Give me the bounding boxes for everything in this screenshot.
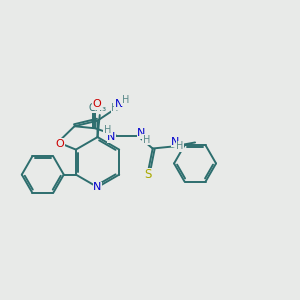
Text: H: H [176,142,184,152]
Text: O: O [93,99,101,109]
Text: H: H [104,125,111,135]
Text: O: O [55,139,64,149]
Text: N: N [115,99,123,109]
Text: S: S [144,168,152,181]
Text: N: N [93,182,102,192]
Text: CH₃: CH₃ [89,103,107,113]
Text: N: N [137,128,146,138]
Text: N: N [171,136,179,147]
Text: H: H [111,103,119,113]
Text: H: H [122,95,129,105]
Text: N: N [107,132,116,142]
Text: H: H [142,135,150,145]
